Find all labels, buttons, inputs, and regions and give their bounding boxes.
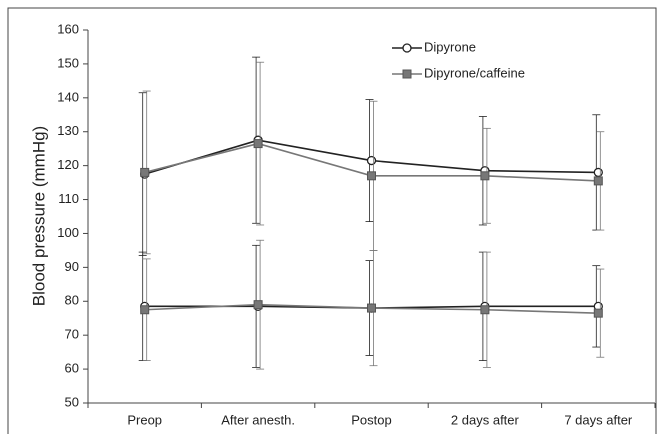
y-tick-label: 70 [65, 327, 79, 342]
marker [367, 171, 376, 181]
y-axis-title: Blood pressure (mmHg) [29, 126, 48, 306]
marker [593, 167, 603, 178]
y-tick-label: 150 [57, 55, 79, 70]
x-tick-label: 2 days after [451, 412, 520, 427]
legend-label: Dipyrone [424, 39, 476, 54]
x-tick-label: Postop [351, 412, 391, 427]
marker [593, 308, 603, 318]
x-tick-label: 7 days after [564, 412, 633, 427]
y-tick-label: 50 [65, 394, 79, 409]
marker [366, 155, 377, 166]
marker [140, 167, 150, 177]
marker [253, 300, 263, 310]
y-tick-label: 130 [57, 123, 79, 138]
y-tick-label: 110 [58, 191, 79, 206]
marker [367, 303, 376, 313]
marker [593, 176, 603, 186]
marker [480, 305, 490, 315]
marker [140, 305, 150, 315]
y-tick-label: 80 [65, 293, 79, 308]
x-tick-label: After anesth. [221, 412, 295, 427]
marker [253, 139, 263, 149]
y-tick-label: 120 [57, 157, 79, 172]
y-tick-label: 60 [65, 361, 79, 376]
y-tick-label: 90 [65, 259, 79, 274]
frame [7, 7, 657, 434]
legend-marker [402, 43, 412, 53]
marker [480, 171, 490, 181]
legend-label: Dipyrone/caffeine [424, 65, 525, 80]
y-tick-label: 140 [57, 89, 79, 104]
legend-marker [402, 69, 412, 79]
y-tick-label: 100 [57, 225, 79, 240]
y-tick-label: 160 [57, 21, 79, 36]
x-tick-label: Preop [127, 412, 162, 427]
